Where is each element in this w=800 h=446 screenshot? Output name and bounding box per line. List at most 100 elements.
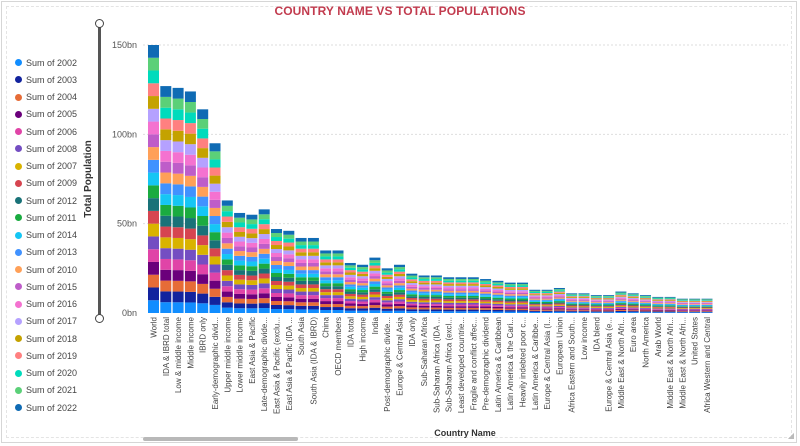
legend-item[interactable]: Sum of 2005 <box>15 106 95 123</box>
x-tick-label: Middle income <box>186 316 195 368</box>
x-tick-label: Arab World <box>654 317 663 357</box>
bar-segment <box>332 307 344 311</box>
bar-segment <box>467 297 479 300</box>
bar-segment <box>701 304 713 306</box>
legend-item[interactable]: Sum of 2020 <box>15 365 95 382</box>
horizontal-scrollbar[interactable] <box>143 437 298 441</box>
legend-item[interactable]: Sum of 2003 <box>15 71 95 88</box>
bar-segment <box>172 184 184 196</box>
scrollbar-top-handle[interactable] <box>95 19 104 28</box>
legend-item[interactable]: Sum of 2013 <box>15 244 95 261</box>
bar-segment <box>627 307 639 309</box>
bar-segment <box>332 283 344 287</box>
bar-segment <box>443 280 455 283</box>
legend-item[interactable]: Sum of 2017 <box>15 313 95 330</box>
x-tick-label: East Asia & Pacific (exclu... <box>273 317 282 414</box>
x-tick-label: OECD members <box>334 317 343 376</box>
bar-segment <box>467 309 479 312</box>
chart-legend[interactable]: Sum of 2002 Sum of 2003 Sum of 2004 Sum of … <box>15 54 95 416</box>
bar-segment <box>307 302 319 306</box>
bar-segment <box>307 309 319 313</box>
bar-segment <box>221 280 233 287</box>
legend-item[interactable]: Sum of 2009 <box>15 175 95 192</box>
bar-segment <box>394 273 405 277</box>
legend-item[interactable]: Sum of 2008 <box>15 140 95 157</box>
bar-segment <box>615 301 627 303</box>
bar-segment <box>640 297 651 299</box>
bar-segment <box>541 293 553 295</box>
bar-segment <box>394 308 405 311</box>
bar-segment <box>197 148 209 158</box>
legend-item[interactable]: Sum of 2015 <box>15 278 95 295</box>
legend-item[interactable]: Sum of 2002 <box>15 54 95 71</box>
legend-item[interactable]: Sum of 2016 <box>15 296 95 313</box>
bar-segment <box>369 262 381 266</box>
bar-segment <box>271 257 282 262</box>
bar-segment <box>467 289 479 291</box>
bar-segment <box>369 265 381 269</box>
bar-segment <box>640 298 651 300</box>
bar-segment <box>172 216 184 228</box>
bar-segment <box>344 310 356 313</box>
bar-segment <box>209 304 221 313</box>
bar-segment <box>197 186 209 197</box>
bar-segment <box>394 278 405 281</box>
bar-segment <box>381 306 393 309</box>
bar-segment <box>664 297 676 299</box>
bar-segment <box>418 286 430 288</box>
legend-item[interactable]: Sum of 2006 <box>15 123 95 140</box>
legend-item[interactable]: Sum of 2012 <box>15 192 95 209</box>
legend-item[interactable]: Sum of 2019 <box>15 347 95 364</box>
legend-scrollbar[interactable] <box>98 24 101 319</box>
bar-segment <box>246 294 258 299</box>
bar-segment <box>664 309 676 310</box>
legend-item[interactable]: Sum of 2007 <box>15 158 95 175</box>
bar-segment <box>148 108 159 122</box>
bar-segment <box>443 309 455 312</box>
bar-segment <box>418 289 430 292</box>
bar-segment <box>209 216 221 225</box>
legend-item[interactable]: Sum of 2014 <box>15 227 95 244</box>
bar-segment <box>184 218 196 229</box>
legend-item[interactable]: Sum of 2021 <box>15 382 95 399</box>
bar-segment <box>541 307 553 309</box>
bar-segment <box>418 300 430 303</box>
scrollbar-bottom-handle[interactable] <box>95 314 104 323</box>
bar-segment <box>517 308 528 311</box>
bar-segment <box>246 252 258 257</box>
resize-grip-icon[interactable]: ◢ <box>787 431 794 440</box>
legend-item[interactable]: Sum of 2004 <box>15 89 95 106</box>
bar-segment <box>369 270 381 274</box>
legend-item[interactable]: Sum of 2010 <box>15 261 95 278</box>
bar-segment <box>504 286 516 289</box>
bar-segment <box>197 235 209 246</box>
x-tick-label: East Asia & Pacific (IDA ... <box>285 317 294 410</box>
bar-segment <box>221 291 233 297</box>
legend-item[interactable]: Sum of 2022 <box>15 399 95 416</box>
bar-segment <box>517 298 528 300</box>
bar-segment <box>529 310 541 312</box>
bar-segment <box>689 310 701 311</box>
bar-segment <box>369 305 381 308</box>
bar-segment <box>627 300 639 302</box>
bar-segment <box>209 167 221 176</box>
bar-segment <box>160 237 172 249</box>
bar-segment <box>148 287 159 301</box>
bar-segment <box>529 291 541 294</box>
legend-item[interactable]: Sum of 2011 <box>15 209 95 226</box>
bar-segment <box>283 246 295 251</box>
bar-segment <box>664 306 676 308</box>
bar-segment <box>344 298 356 302</box>
bar-segment <box>197 274 209 284</box>
bar-segment <box>148 223 159 237</box>
bar-segment <box>430 302 442 305</box>
x-tick-label: China <box>322 316 331 337</box>
bar-segment <box>320 286 332 290</box>
bar-segment <box>627 294 639 296</box>
legend-item[interactable]: Sum of 2018 <box>15 330 95 347</box>
bar-segment <box>381 274 393 277</box>
x-tick-label: North America <box>642 316 651 367</box>
bar-segment <box>246 242 258 248</box>
bar-segment <box>344 265 356 268</box>
bar-segment <box>172 280 184 292</box>
